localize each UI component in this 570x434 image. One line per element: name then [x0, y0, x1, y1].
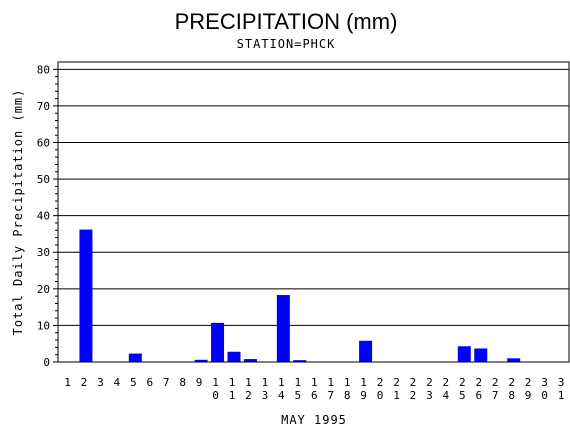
- y-axis-ticks: 0 10 20 30 40 50 60 70 80: [37, 63, 58, 369]
- x-tick-label: 0: [541, 389, 548, 402]
- bar-day-14: [276, 295, 290, 362]
- x-tick-label: 3: [262, 389, 269, 402]
- x-tick-label: 1: [558, 389, 565, 402]
- y-axis-label: Total Daily Precipitation (mm): [11, 89, 25, 336]
- x-tick-label: 5: [459, 389, 466, 402]
- x-tick-label: 7: [492, 389, 499, 402]
- bar-day-15: [293, 360, 307, 362]
- x-tick-label: 2: [393, 376, 400, 389]
- x-tick-label: 2: [410, 376, 417, 389]
- x-tick-label: 2: [426, 376, 433, 389]
- x-tick-label: 1: [327, 376, 334, 389]
- x-tick-label: 5: [130, 376, 137, 389]
- x-tick-label: 4: [114, 376, 121, 389]
- x-tick-label: 1: [212, 376, 219, 389]
- x-tick-label: 1: [278, 376, 285, 389]
- gridlines: [58, 68, 569, 326]
- x-tick-label: 6: [311, 389, 318, 402]
- x-tick-label: 3: [426, 389, 433, 402]
- y-tick-label: 20: [37, 283, 50, 296]
- x-tick-label: 2: [81, 376, 88, 389]
- x-tick-label: 2: [377, 376, 384, 389]
- x-tick-label: 7: [163, 376, 170, 389]
- chart-title: PRECIPITATION (mm): [175, 9, 398, 34]
- bar-day-26: [474, 348, 488, 362]
- x-axis-ticks: 1 2 3 4 5 6 7 8 9 1011121314151617181920212223242…: [64, 376, 564, 402]
- x-tick-label: 9: [525, 389, 532, 402]
- x-tick-label: 1: [229, 376, 236, 389]
- bar-day-12: [243, 359, 257, 362]
- bar-day-5: [128, 353, 142, 362]
- x-tick-label: 8: [344, 389, 351, 402]
- x-tick-label: 6: [475, 389, 482, 402]
- x-tick-label: 3: [97, 376, 104, 389]
- x-tick-label: 4: [278, 389, 285, 402]
- bars: [79, 229, 521, 362]
- y-tick-label: 60: [37, 136, 50, 149]
- y-tick-label: 80: [37, 63, 50, 76]
- x-axis-label: MAY 1995: [281, 413, 347, 427]
- y-tick-label: 30: [37, 246, 50, 259]
- bar-day-9: [194, 359, 208, 362]
- bar-day-28: [507, 358, 521, 362]
- x-tick-label: 1: [229, 389, 236, 402]
- bar-day-25: [457, 346, 471, 362]
- plot-area-frame: [57, 61, 570, 363]
- bar-day-2: [79, 229, 93, 362]
- x-tick-label: 2: [410, 389, 417, 402]
- x-tick-label: 1: [360, 376, 367, 389]
- x-tick-label: 2: [459, 376, 466, 389]
- x-tick-label: 1: [245, 376, 252, 389]
- y-tick-label: 50: [37, 173, 50, 186]
- chart-subtitle: STATION=PHCK: [237, 37, 336, 51]
- x-tick-label: 6: [146, 376, 153, 389]
- x-tick-label: 8: [508, 389, 515, 402]
- x-tick-label: 7: [327, 389, 334, 402]
- bar-day-11: [227, 351, 241, 362]
- x-tick-label: 1: [311, 376, 318, 389]
- x-tick-label: 2: [525, 376, 532, 389]
- x-tick-label: 0: [377, 389, 384, 402]
- y-tick-label: 70: [37, 100, 50, 113]
- x-tick-label: 1: [344, 376, 351, 389]
- x-tick-label: 8: [179, 376, 186, 389]
- x-tick-label: 2: [475, 376, 482, 389]
- x-tick-label: 4: [443, 389, 450, 402]
- x-tick-label: 2: [508, 376, 515, 389]
- y-tick-label: 0: [43, 356, 50, 369]
- x-tick-label: 2: [245, 389, 252, 402]
- y-tick-label: 10: [37, 319, 50, 332]
- x-tick-label: 5: [294, 389, 301, 402]
- x-tick-label: 1: [64, 376, 71, 389]
- x-tick-label: 1: [294, 376, 301, 389]
- x-tick-label: 2: [492, 376, 499, 389]
- x-tick-label: 3: [541, 376, 548, 389]
- x-tick-label: 3: [558, 376, 565, 389]
- x-tick-label: 0: [212, 389, 219, 402]
- x-tick-label: 1: [262, 376, 269, 389]
- bar-day-19: [359, 340, 373, 362]
- y-tick-label: 40: [37, 210, 50, 223]
- x-tick-label: 9: [360, 389, 367, 402]
- x-tick-label: 9: [196, 376, 203, 389]
- bar-day-10: [211, 322, 225, 362]
- x-tick-label: 1: [393, 389, 400, 402]
- x-tick-label: 2: [443, 376, 450, 389]
